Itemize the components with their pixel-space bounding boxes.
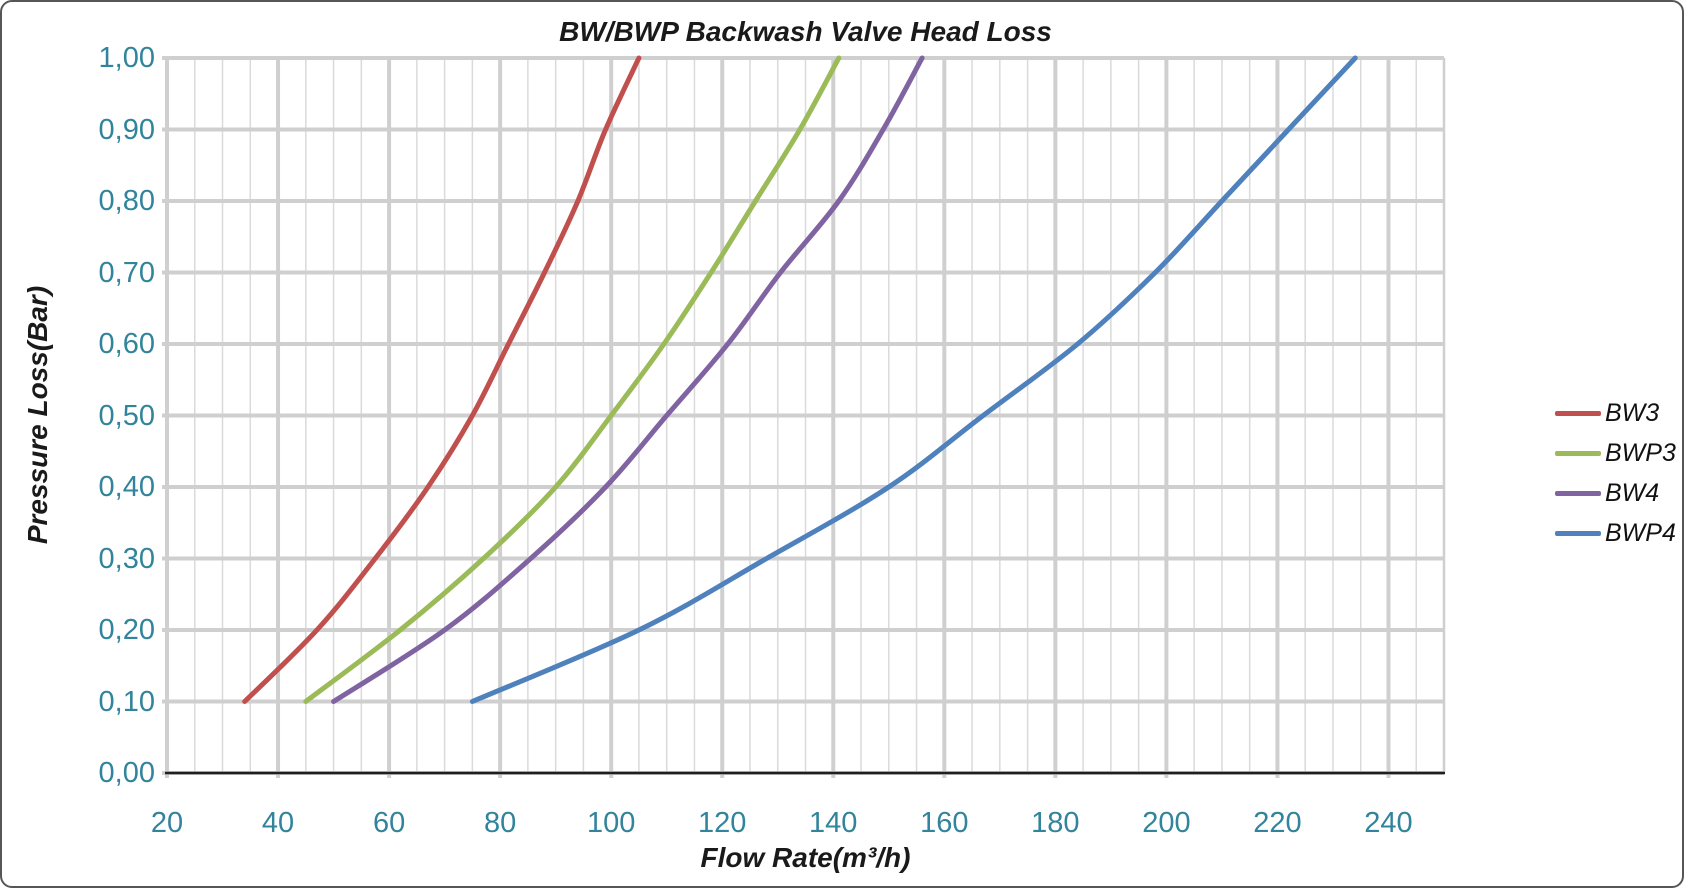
x-tick-label: 20 xyxy=(150,807,184,839)
y-tick-label: 0,90 xyxy=(98,113,155,146)
y-tick-label: 0,20 xyxy=(98,614,155,646)
legend-item-BW4: BW4 xyxy=(1555,473,1676,513)
x-tick-label: 240 xyxy=(1364,807,1413,839)
x-tick-label: 160 xyxy=(920,807,969,839)
legend-item-BWP4: BWP4 xyxy=(1555,513,1676,553)
y-tick-label: 0,30 xyxy=(98,542,155,575)
x-tick-label: 120 xyxy=(698,807,747,839)
legend-line-swatch xyxy=(1555,530,1601,536)
series-line-BWP4 xyxy=(469,55,1358,704)
legend-label: BWP3 xyxy=(1605,438,1676,467)
chart-title: BW/BWP Backwash Valve Head Loss xyxy=(559,16,1052,47)
series-line-BW3 xyxy=(242,55,642,704)
x-tick-label: 220 xyxy=(1253,807,1302,839)
legend-label: BW4 xyxy=(1605,478,1660,507)
x-axis-title: Flow Rate(m³/h) xyxy=(700,842,911,873)
x-tick-label: 180 xyxy=(1031,807,1080,839)
x-tick-label: 100 xyxy=(586,807,636,839)
y-tick-label: 0,10 xyxy=(98,685,155,718)
series-line-BW4 xyxy=(331,55,925,704)
legend-label: BW3 xyxy=(1605,398,1660,427)
x-tick-label: 200 xyxy=(1142,807,1191,839)
y-tick-label: 0,40 xyxy=(98,471,155,503)
x-tick-label: 140 xyxy=(809,807,858,839)
legend-item-BWP3: BWP3 xyxy=(1555,433,1676,473)
series-line-BWP3 xyxy=(303,55,842,704)
y-tick-label: 0,00 xyxy=(98,757,155,789)
legend: BW3 BWP3 BW4 BWP4 xyxy=(1555,393,1676,553)
y-tick-label: 1,00 xyxy=(98,42,155,74)
x-tick-label: 40 xyxy=(261,807,295,839)
legend-label: BWP4 xyxy=(1605,518,1676,547)
legend-line-swatch xyxy=(1555,490,1601,496)
y-tick-label: 0,70 xyxy=(98,256,155,289)
y-tick-label: 0,50 xyxy=(98,399,155,432)
y-tick-label: 0,60 xyxy=(98,328,155,360)
x-tick-label: 60 xyxy=(372,807,406,839)
x-tick-label: 80 xyxy=(483,807,517,839)
y-tick-label: 0,80 xyxy=(98,185,155,217)
legend-item-BW3: BW3 xyxy=(1555,393,1676,433)
legend-line-swatch xyxy=(1555,450,1601,456)
legend-line-swatch xyxy=(1555,410,1601,416)
